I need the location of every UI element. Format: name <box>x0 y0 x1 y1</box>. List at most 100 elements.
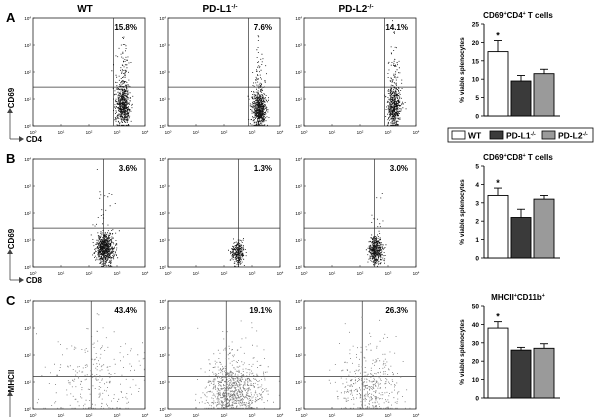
y-tick-label: 3 <box>475 200 479 207</box>
row-letter: C <box>6 293 16 308</box>
legend-label-3: PD-L2-/- <box>558 131 588 141</box>
x-tick-label: 102 <box>357 129 364 135</box>
y-tick-label: 0 <box>475 396 479 403</box>
y-tick-label: 103 <box>24 325 31 331</box>
bar-2 <box>510 217 532 259</box>
x-tick-label: 101 <box>329 129 336 135</box>
gate-percent: 19.1% <box>249 306 272 315</box>
x-tick-label: 102 <box>221 129 228 135</box>
y-tick-label: 20 <box>472 359 480 366</box>
y-tick-label: 25 <box>472 22 480 29</box>
x-tick-label: 101 <box>58 129 65 135</box>
x-tick-label: 104 <box>142 129 149 135</box>
y-tick-label: 104 <box>295 15 302 21</box>
bar-2 <box>510 349 532 399</box>
column-headers: WT PD-L1-/- PD-L2-/- <box>77 4 373 16</box>
plot-frame <box>32 158 146 268</box>
y-tick-label: 5 <box>475 95 479 102</box>
x-tick-label: 104 <box>413 412 420 417</box>
x-tick-label: 104 <box>142 412 149 417</box>
x-tick-label: 104 <box>413 270 420 276</box>
x-tick-label: 104 <box>277 412 284 417</box>
bar-3 <box>533 198 555 259</box>
y-tick-label: 102 <box>24 210 31 216</box>
gate-percent: 15.8% <box>114 23 137 32</box>
arrow-up-icon <box>7 391 13 396</box>
x-tick-label: 101 <box>58 412 65 417</box>
event-dots <box>328 316 411 409</box>
y-tick-label: 2 <box>475 219 479 226</box>
row-letter: B <box>6 151 15 166</box>
row-b: BCD69CD83.6%1001001011011021021031031041… <box>6 151 420 285</box>
bar-chart-a: CD69+CD4+ T cells 0 5 10 15 20 25 % viable sple… <box>459 11 560 121</box>
y-tick-label: 20 <box>472 40 480 47</box>
x-tick-label: 103 <box>114 270 121 276</box>
x-tick-label: 101 <box>193 412 200 417</box>
x-tick-label: 103 <box>385 270 392 276</box>
x-tick-label: 103 <box>249 270 256 276</box>
arrow-right-icon <box>19 136 24 142</box>
y-tick-label: 103 <box>159 183 166 189</box>
legend-swatch-2 <box>489 130 504 140</box>
y-tick-label: 101 <box>159 379 166 385</box>
gate-percent: 26.3% <box>385 306 408 315</box>
y-tick-label: 104 <box>159 298 166 304</box>
bar-1 <box>487 327 509 399</box>
legend-label-2: PD-L1-/- <box>506 131 536 141</box>
arrow-up-icon <box>7 249 13 254</box>
x-tick-label: 100 <box>165 270 172 276</box>
y-marker-label: MHCII <box>7 370 16 393</box>
y-tick-label: 101 <box>295 379 302 385</box>
event-dots <box>228 238 247 267</box>
bar-3 <box>533 347 555 399</box>
event-dots <box>384 20 407 126</box>
event-dots <box>247 28 270 126</box>
y-tick-label: 30 <box>472 340 480 347</box>
x-tick-label: 102 <box>86 270 93 276</box>
y-tick-label: 101 <box>295 237 302 243</box>
y-tick-label: 102 <box>295 352 302 358</box>
flow-plot-panels: ACD69CD415.8%100100101101102102103103104… <box>6 10 420 417</box>
bar-3 <box>533 73 555 117</box>
plot-frame <box>303 300 417 410</box>
y-tick-label: 101 <box>295 96 302 102</box>
bar-1 <box>487 194 509 259</box>
y-axis-label: % viable splenocytes <box>459 179 466 245</box>
y-tick-label: 103 <box>159 325 166 331</box>
x-tick-label: 101 <box>329 270 336 276</box>
bar-2 <box>510 80 532 117</box>
legend: WT PD-L1-/- PD-L2-/- <box>447 127 594 143</box>
y-tick-label: 100 <box>24 264 31 270</box>
y-tick-label: 50 <box>472 304 480 311</box>
row-a: ACD69CD415.8%100100101101102102103103104… <box>6 10 420 144</box>
plot-frame <box>167 17 281 127</box>
gate-percent: 3.0% <box>390 164 408 173</box>
x-tick-label: 100 <box>165 129 172 135</box>
y-tick-label: 101 <box>159 96 166 102</box>
plot-frame <box>303 17 417 127</box>
y-tick-label: 15 <box>472 58 480 65</box>
x-tick-label: 100 <box>301 129 308 135</box>
row-c: CMHCIICD11b43.4%100100101101102102103103… <box>6 293 420 417</box>
y-tick-label: 10 <box>472 77 480 84</box>
y-tick-label: 103 <box>295 325 302 331</box>
y-tick-label: 100 <box>159 406 166 412</box>
y-tick-label: 104 <box>159 15 166 21</box>
x-tick-label: 103 <box>385 412 392 417</box>
x-tick-label: 103 <box>114 412 121 417</box>
y-tick-label: 102 <box>24 352 31 358</box>
column-header-pd-l1: PD-L1-/- <box>202 4 237 16</box>
gate-percent: 14.1% <box>385 23 408 32</box>
x-tick-label: 102 <box>357 270 364 276</box>
x-tick-label: 102 <box>86 412 93 417</box>
y-tick-label: 100 <box>295 406 302 412</box>
y-tick-label: 100 <box>159 264 166 270</box>
y-tick-label: 100 <box>295 123 302 129</box>
x-tick-label: 102 <box>357 412 364 417</box>
legend-label-1: WT <box>468 131 482 141</box>
event-dots <box>365 193 387 267</box>
